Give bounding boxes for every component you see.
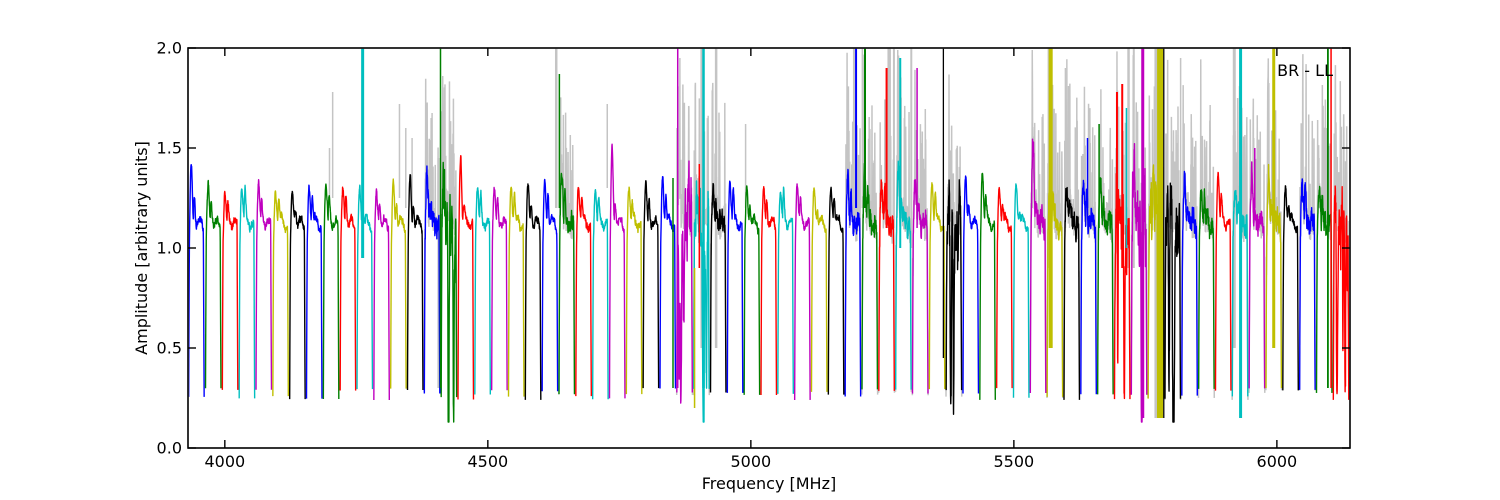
spw-trace [457,154,475,400]
spw-trace [676,160,693,404]
spectral-window-traces [188,138,1350,423]
spw-trace [440,161,458,423]
spw-trace [1332,185,1350,400]
gray-fuzz-trace [1079,86,1098,391]
spw-trace [1164,182,1182,423]
y-tick-label: 2.0 [157,39,182,58]
spw-trace [827,186,845,395]
spw-trace [575,186,593,397]
gray-fuzz-trace [558,97,576,395]
spw-trace [844,168,862,397]
gray-fuzz-trace [1096,89,1115,393]
spw-trace [288,190,306,400]
spw-trace [1063,186,1081,400]
spw-trace [1181,170,1198,396]
spw-trace [810,187,828,392]
gray-fuzz-trace [1248,98,1266,393]
spw-trace [389,178,407,389]
spw-trace [1214,171,1232,391]
spw-trace [423,165,441,394]
spw-trace [221,190,239,390]
axes-layer: 4000 4500 5000 5500 6000 0.0 0.5 1.0 1.5 2.0 [157,39,1351,471]
gray-fuzz-trace [709,82,727,393]
spw-trace [1012,183,1030,398]
spw-trace [204,179,222,389]
spw-trace [911,179,929,394]
spw-trace [490,186,508,391]
spw-trace [995,186,1013,389]
spw-trace [743,185,761,395]
spw-trace [406,174,424,391]
y-tick-label: 0.0 [157,439,182,458]
spw-trace [1282,185,1299,391]
spw-trace [1248,161,1266,389]
spw-trace [928,182,946,390]
spw-trace [558,172,576,395]
y-tick-label: 1.0 [157,239,182,258]
y-tick-label: 0.5 [157,339,182,358]
data-layer [188,48,1350,423]
x-tick-label: 4000 [204,452,245,471]
spw-trace [373,188,391,400]
spw-trace [1029,138,1047,393]
spw-trace [709,182,727,393]
spw-trace [188,164,205,397]
spw-trace [255,179,273,390]
spw-trace [1197,188,1215,389]
gray-fuzz-trace [1063,59,1081,393]
spw-trace [1080,179,1097,395]
x-tick-label: 4500 [467,452,508,471]
x-axis-label: Frequency [MHz] [702,474,836,493]
spw-trace [945,179,963,415]
spw-trace [305,184,323,399]
spw-trace [777,186,794,394]
spw-trace [524,183,542,400]
gray-fuzz-trace [1315,84,1333,391]
spw-trace [692,180,710,423]
x-tick-label: 5000 [730,452,771,471]
spw-trace [625,186,643,395]
spw-trace [272,190,290,397]
spw-trace [1298,178,1316,390]
spw-trace [962,175,980,394]
y-axis-label: Amplitude [arbitrary units] [132,141,151,355]
spw-trace [322,183,340,400]
spw-trace [238,184,256,399]
spw-trace [507,186,525,397]
corner-label: BR - LL [1277,61,1333,80]
spw-trace [591,189,609,400]
spw-trace [979,172,996,400]
spw-trace [541,178,559,392]
colored-rfi-spikes [361,48,1332,418]
gray-fuzz-trace [1180,85,1199,395]
spw-trace [356,184,374,390]
spw-trace [608,143,626,399]
x-tick-label: 6000 [1257,452,1298,471]
y-tick-label: 1.5 [157,139,182,158]
spw-trace [760,186,778,396]
spw-trace [1315,185,1333,393]
spw-trace [726,180,744,393]
spw-trace [474,187,492,395]
spw-trace [339,186,357,391]
spw-trace [1096,177,1114,395]
x-tick-label: 5500 [994,452,1035,471]
spw-trace [793,183,811,400]
spw-trace [642,180,660,389]
spw-trace [894,160,912,390]
